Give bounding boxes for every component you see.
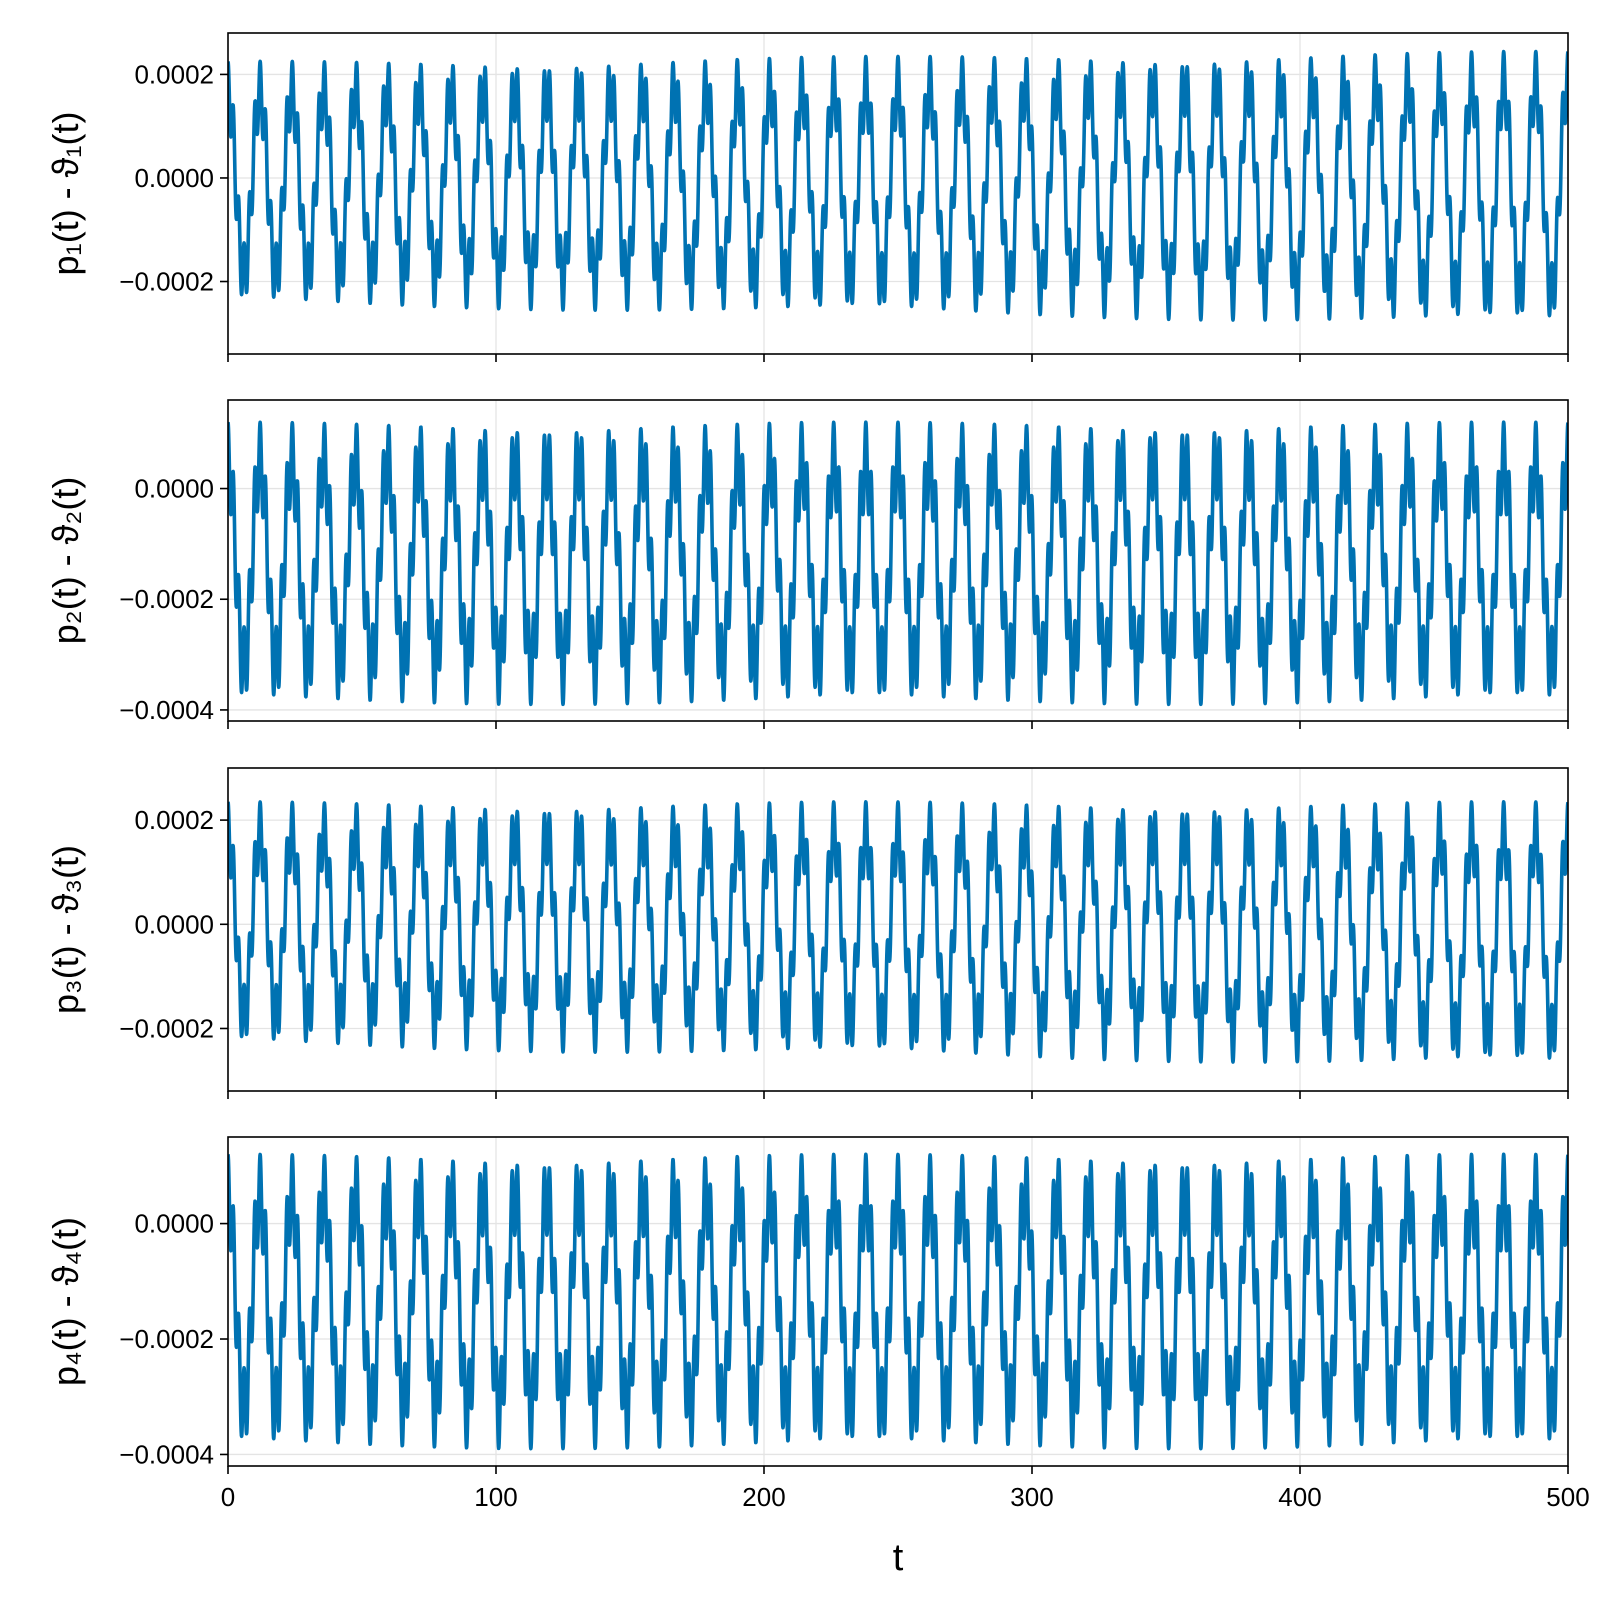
panel-1: −0.0002 0.0000 0.0002 p₁(t) - ϑ₁(t) [45,32,1569,362]
series-line [228,1152,1568,1451]
y-tick-label: 0.0000 [134,474,214,504]
x-tick-label: 400 [1278,1482,1321,1512]
series-line [228,800,1568,1064]
panel-4: −0.0004 −0.0002 0.0000 0 100 200 300 400 500 p₄(t… [45,1136,1590,1579]
x-axis-label: t [893,1537,904,1579]
y-tick-label: −0.0002 [119,1324,214,1354]
y-tick-label: 0.0002 [134,805,214,835]
plot-frame [227,32,1569,355]
x-tick-label: 200 [742,1482,785,1512]
panel-2: −0.0004 −0.0002 0.0000 p₂(t) - ϑ₂(t) [45,399,1569,729]
series-line [228,49,1568,322]
y-axis-label: p₃(t) - ϑ₃(t) [45,845,86,1014]
x-tick-label: 300 [1010,1482,1053,1512]
plot-frame [227,399,1569,722]
x-tick-label: 100 [474,1482,517,1512]
y-tick-label: 0.0000 [134,163,214,193]
y-axis-label: p₁(t) - ϑ₁(t) [45,112,86,276]
y-tick-label: 0.0002 [134,59,214,89]
y-tick-label: −0.0004 [119,695,214,725]
x-tick-label: 500 [1546,1482,1589,1512]
y-tick-label: 0.0000 [134,909,214,939]
y-tick-label: 0.0000 [134,1209,214,1239]
panel-3: −0.0002 0.0000 0.0002 p₃(t) - ϑ₃(t) [45,767,1569,1099]
y-axis-label: p₄(t) - ϑ₄(t) [45,1217,86,1386]
y-tick-label: −0.0002 [119,267,214,297]
y-tick-label: −0.0004 [119,1439,214,1469]
plot-frame [227,1136,1569,1467]
series-line [228,420,1568,707]
y-tick-label: −0.0002 [119,584,214,614]
x-tick-label: 0 [221,1482,235,1512]
y-axis-label: p₂(t) - ϑ₂(t) [45,477,86,645]
y-tick-label: −0.0002 [119,1013,214,1043]
plot-frame [227,767,1569,1092]
